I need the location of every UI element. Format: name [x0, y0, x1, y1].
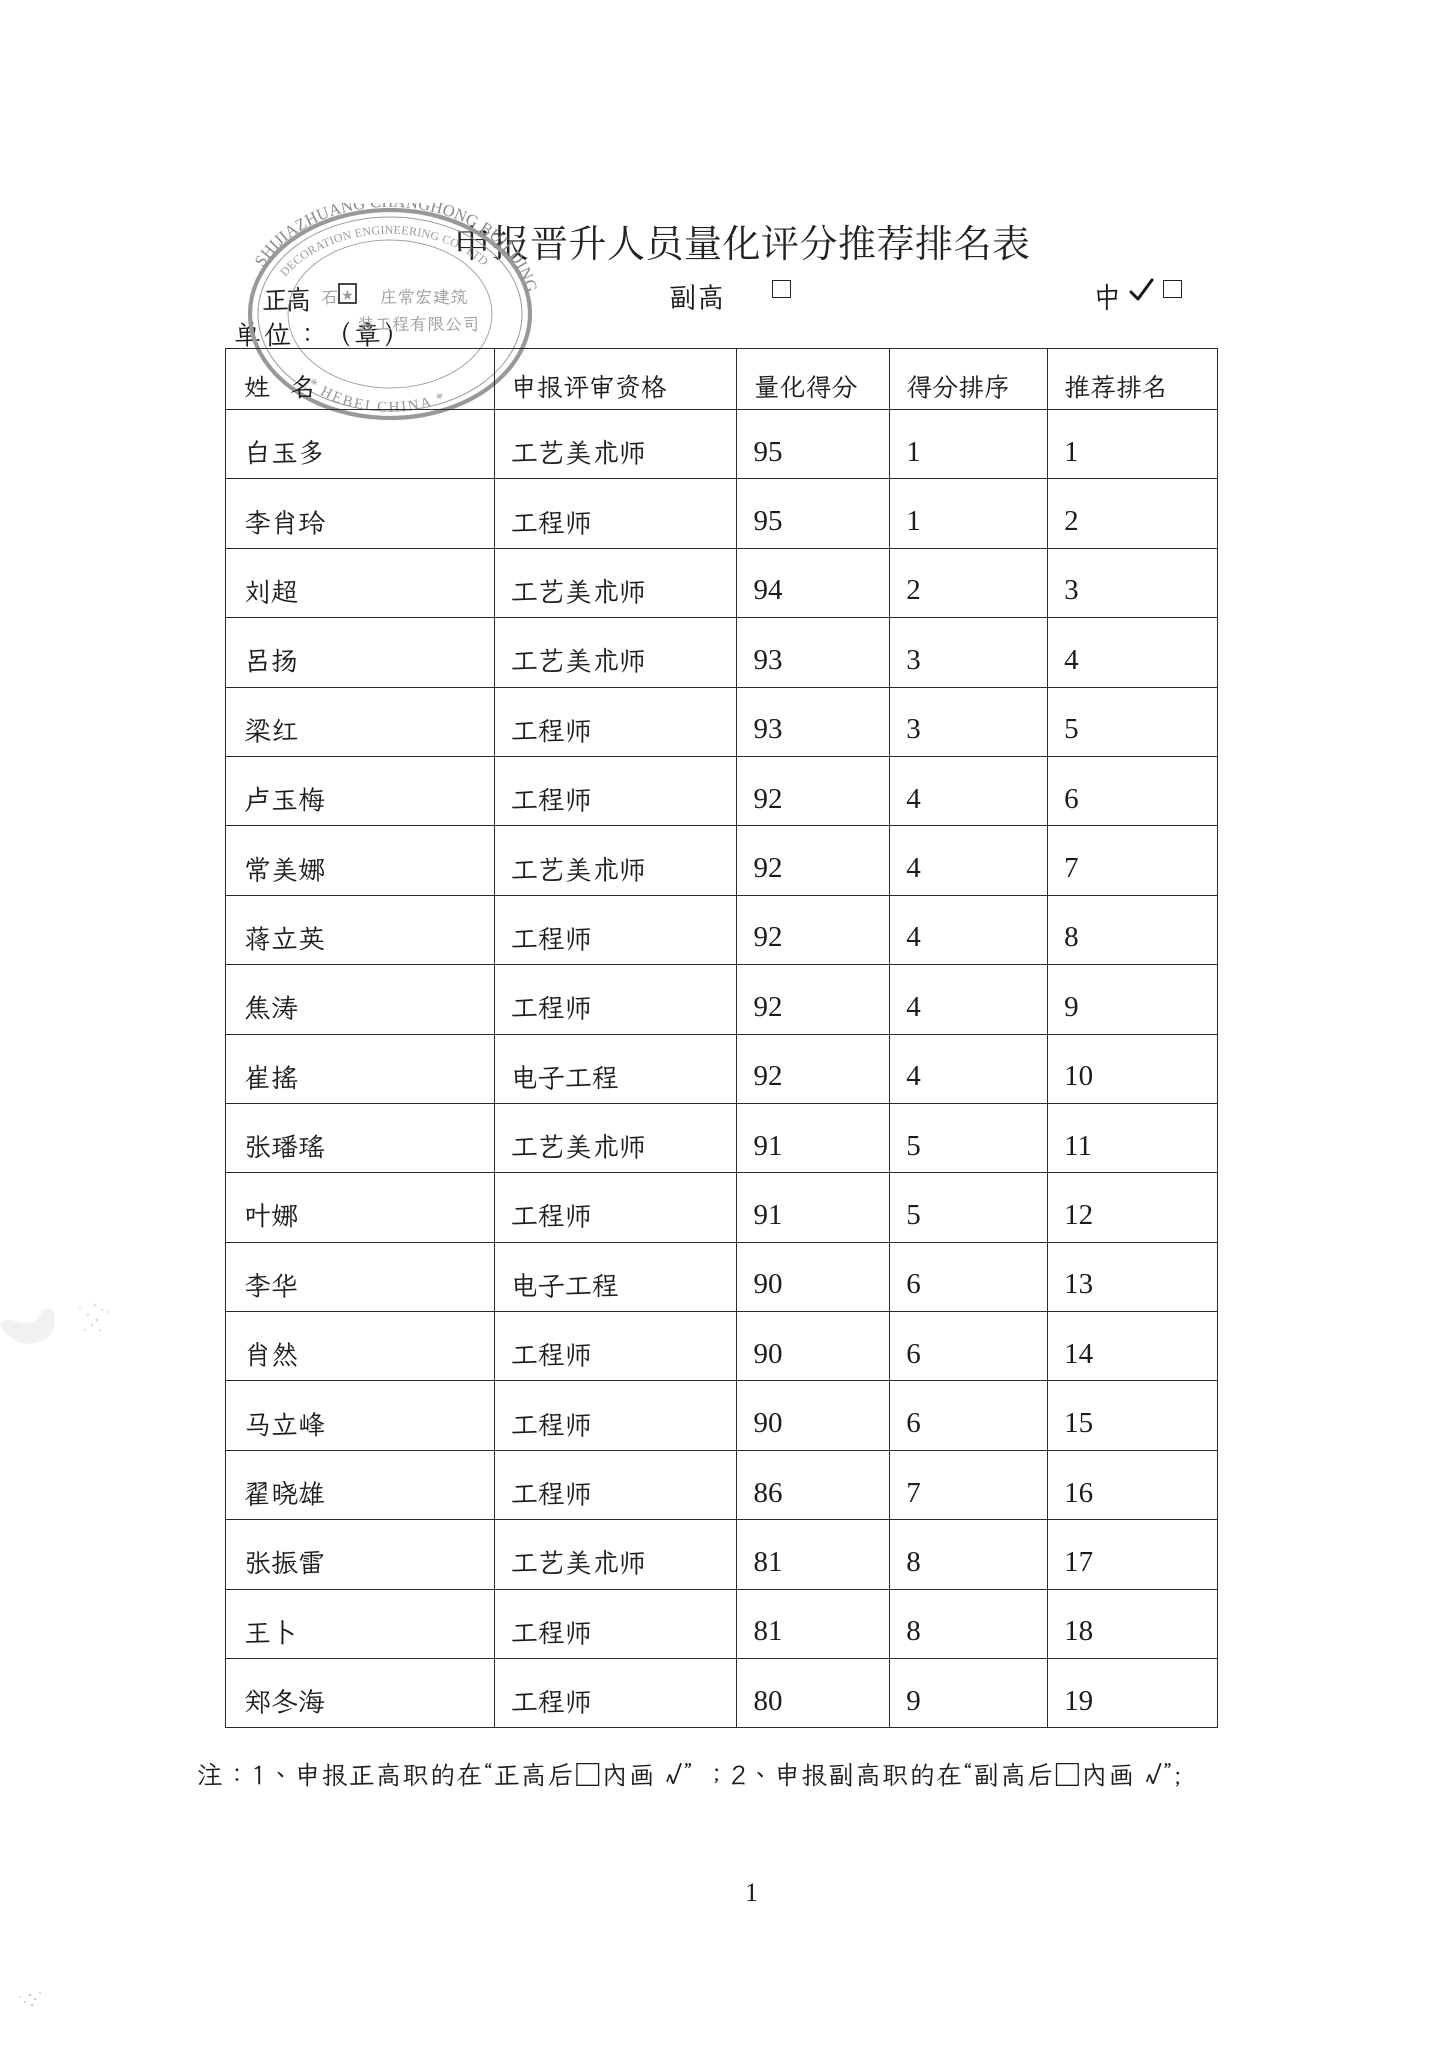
svg-text:石: 石: [321, 285, 339, 308]
svg-text:★: ★: [342, 289, 353, 303]
svg-text:装工程有限公司: 装工程有限公司: [357, 312, 480, 335]
svg-text:庄常宏建筑: 庄常宏建筑: [380, 285, 468, 308]
